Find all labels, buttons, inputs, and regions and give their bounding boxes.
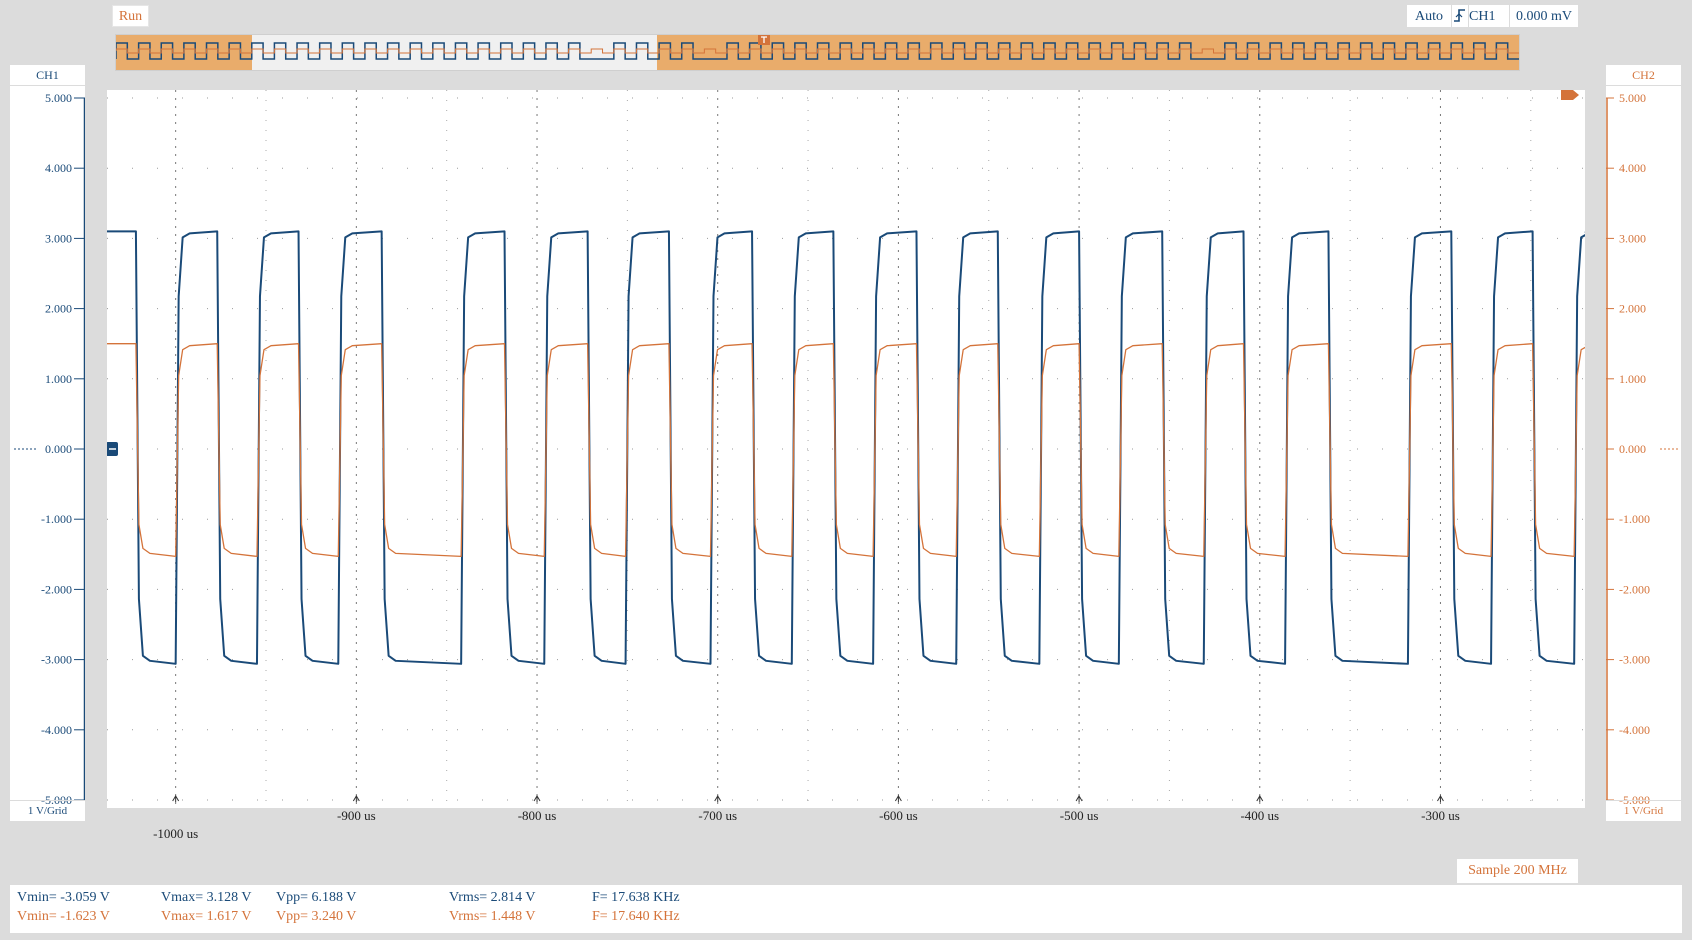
trigger-mode-button[interactable]: Auto [1407, 5, 1451, 27]
ch2-vrms: Vrms= 1.448 V [449, 909, 536, 924]
ch2-y-tick-label: 2.000 [1619, 302, 1646, 316]
x-tick-marker [533, 795, 541, 802]
ch1-waveform [107, 230, 1585, 665]
ch2-waveform [107, 343, 1585, 558]
ch2-vmax: Vmax= 1.617 V [161, 909, 252, 924]
ch1-vrms: Vrms= 2.814 V [449, 890, 536, 905]
x-tick-label: -1000 us [153, 826, 198, 841]
ch1-y-tick-label: 5.000 [45, 91, 72, 105]
ch2-freq: F= 17.640 KHz [592, 909, 680, 924]
ch1-y-tick-label: 0.000 [45, 442, 72, 456]
trigger-source[interactable]: CH1 [1469, 5, 1510, 27]
run-button[interactable]: Run [112, 5, 149, 27]
waveform-overview[interactable] [115, 34, 1520, 71]
ch1-freq: F= 17.638 KHz [592, 890, 680, 905]
ch2-y-tick-label: 0.000 [1619, 442, 1646, 456]
ch1-y-tick-label: -2.000 [41, 582, 72, 596]
x-tick-label: -400 us [1240, 808, 1279, 823]
x-tick-marker [1075, 795, 1083, 802]
ch2-y-tick-label: -4.000 [1619, 723, 1650, 737]
x-tick-label: -700 us [698, 808, 737, 823]
ch2-y-tick-label: -1.000 [1619, 512, 1650, 526]
ch1-y-tick-label: -3.000 [41, 653, 72, 667]
ch2-y-tick-label: 3.000 [1619, 231, 1646, 245]
overview-trigger-marker[interactable] [758, 35, 770, 45]
ch1-y-tick-label: -4.000 [41, 723, 72, 737]
x-tick-label: -800 us [518, 808, 557, 823]
ch1-y-tick-label: -1.000 [41, 512, 72, 526]
ch1-axis-panel: CH1 5.000 4.000 3.000 2.000 1.000 0.000 -1.000… [10, 65, 85, 821]
ch1-scale: 1 V/Grid [10, 800, 85, 821]
x-tick-marker [352, 795, 360, 802]
x-tick-label: -600 us [879, 808, 918, 823]
ch1-y-tick-label: 3.000 [45, 231, 72, 245]
ch1-y-tick-label: 4.000 [45, 161, 72, 175]
ch2-y-tick-label: 4.000 [1619, 161, 1646, 175]
waveform-plot[interactable] [107, 90, 1585, 808]
x-tick-label: -300 us [1421, 808, 1460, 823]
overview-ch1-trace [116, 42, 1519, 60]
trigger-level-marker[interactable] [1561, 90, 1579, 100]
rising-edge-icon [1452, 5, 1468, 27]
ch2-scale: 1 V/Grid [1606, 800, 1681, 821]
ch1-label: CH1 [10, 65, 85, 86]
ch1-vpp: Vpp= 6.188 V [276, 890, 357, 905]
ch2-vpp: Vpp= 3.240 V [276, 909, 357, 924]
trigger-level[interactable]: 0.000 mV [1509, 5, 1578, 27]
ch2-vmin: Vmin= -1.623 V [17, 909, 110, 924]
overview-ch2-trace [116, 48, 1519, 54]
x-tick-marker [1437, 795, 1444, 802]
x-tick-marker [172, 795, 180, 802]
x-tick-label: -900 us [337, 808, 376, 823]
x-tick-marker [1256, 795, 1264, 802]
measurements-panel: Vmin= -3.059 V Vmax= 3.128 V Vpp= 6.188 … [10, 885, 1682, 933]
ch2-label: CH2 [1606, 65, 1681, 86]
x-tick-marker [894, 795, 902, 802]
ch1-vmax: Vmax= 3.128 V [161, 890, 252, 905]
ch1-zero-marker[interactable] [107, 442, 118, 456]
ch1-y-tick-label: 1.000 [45, 372, 72, 386]
ch2-y-tick-label: 1.000 [1619, 372, 1646, 386]
ch2-y-tick-label: -3.000 [1619, 653, 1650, 667]
x-tick-marker [714, 795, 722, 802]
ch2-y-tick-label: -2.000 [1619, 582, 1650, 596]
ch1-y-tick-label: 2.000 [45, 302, 72, 316]
ch1-vmin: Vmin= -3.059 V [17, 890, 110, 905]
ch2-y-tick-label: 5.000 [1619, 91, 1646, 105]
x-tick-label: -500 us [1060, 808, 1099, 823]
ch2-axis-panel: CH2 5.000 4.000 3.000 2.000 1.000 0.000 -1.000… [1606, 65, 1681, 821]
sample-rate: Sample 200 MHz [1457, 859, 1578, 883]
